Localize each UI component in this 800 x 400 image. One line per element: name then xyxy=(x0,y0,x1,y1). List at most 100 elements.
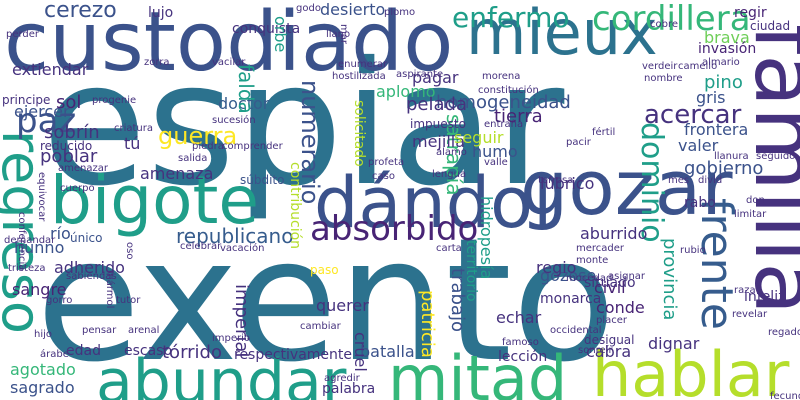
cloud-word: asignar xyxy=(608,271,646,282)
cloud-word: sobrín xyxy=(44,122,100,143)
cloud-word: tú xyxy=(124,134,141,153)
cloud-word: perder xyxy=(6,29,40,40)
cloud-word: don xyxy=(746,195,765,206)
cloud-word: verdeir xyxy=(642,61,678,72)
cloud-word: paso xyxy=(310,263,339,277)
cloud-word: reducido xyxy=(40,139,93,153)
cloud-word: piedra xyxy=(192,141,224,152)
cloud-word: respectivamente xyxy=(234,347,353,363)
cloud-word: río xyxy=(50,224,71,243)
cloud-word: placer xyxy=(596,315,628,326)
cloud-word: pagar xyxy=(412,68,459,87)
cloud-word: cerezo xyxy=(44,0,117,23)
cloud-word: terrosa xyxy=(538,175,574,186)
cloud-word: cambiar xyxy=(300,321,341,332)
cloud-word: conde xyxy=(596,298,645,317)
cloud-word: zorra xyxy=(144,57,170,68)
cloud-word: ejercer xyxy=(14,102,70,121)
cloud-word: sol xyxy=(56,92,82,113)
cloud-word: republicano xyxy=(176,224,294,248)
cloud-word: palabra xyxy=(322,381,376,397)
cloud-word: hidropesía xyxy=(477,196,496,280)
cloud-word: contribución xyxy=(287,162,303,250)
cloud-word: rabo xyxy=(684,195,716,211)
cloud-word: sangre xyxy=(12,280,67,299)
cloud-word: occidental xyxy=(550,325,602,336)
cloud-word: conquista xyxy=(232,21,301,37)
cloud-word: exento xyxy=(36,202,616,400)
cloud-word: seguido xyxy=(756,151,796,162)
cloud-word: dignar xyxy=(648,334,700,353)
cloud-word: falda xyxy=(234,64,258,114)
cloud-word: tristeza xyxy=(8,263,46,274)
cloud-word: principe xyxy=(2,93,51,107)
cloud-word: único xyxy=(70,231,103,245)
cloud-word: limitar xyxy=(734,209,767,220)
cloud-word: edad xyxy=(66,343,101,359)
cloud-word: imperio xyxy=(212,333,251,344)
cloud-word: morena xyxy=(482,71,521,82)
cloud-word: guerra xyxy=(158,122,238,150)
cloud-word: mejilla xyxy=(412,132,466,151)
cloud-word: cruel xyxy=(351,332,370,372)
cloud-word: poblar xyxy=(40,146,98,167)
cloud-word: mes xyxy=(668,175,690,186)
cloud-word: fecunda xyxy=(770,391,800,400)
cloud-word: enfermo xyxy=(452,1,570,34)
cloud-word: gobierno xyxy=(684,158,764,179)
cloud-word: celebrar xyxy=(180,241,222,252)
cloud-word: pino xyxy=(704,72,743,93)
cloud-word: mieux xyxy=(466,0,658,69)
cloud-word: almario xyxy=(702,57,740,68)
cloud-word: progenie xyxy=(92,95,137,106)
cloud-word: lúbrico xyxy=(540,174,595,193)
cloud-word: fértil xyxy=(592,127,616,138)
cloud-word: amenazar xyxy=(58,163,108,174)
cloud-word: orbe xyxy=(271,16,290,53)
cloud-word: paz xyxy=(16,101,77,141)
cloud-word: aspirante xyxy=(396,69,444,80)
cloud-word: pelada xyxy=(406,94,467,115)
cloud-word: regir xyxy=(734,5,767,21)
cloud-word: echar xyxy=(496,308,542,327)
cloud-word: adherido xyxy=(54,258,125,277)
cloud-word: cobre xyxy=(650,19,679,30)
cloud-word: ciudad xyxy=(750,19,791,33)
cloud-word: gris xyxy=(696,88,726,107)
cloud-word: profeta xyxy=(368,157,405,168)
cloud-word: desierto xyxy=(320,0,386,19)
cloud-word: gozoso xyxy=(540,266,597,285)
cloud-word: rubio xyxy=(680,245,706,256)
cloud-word: situado xyxy=(584,275,636,291)
cloud-word: monte xyxy=(576,255,609,266)
cloud-word: constitución xyxy=(478,85,539,96)
cloud-word: oso xyxy=(124,242,135,260)
cloud-word: aplomo xyxy=(376,82,436,101)
cloud-word: pensar xyxy=(82,325,117,336)
cloud-word: vacación xyxy=(220,243,265,254)
cloud-word: invasión xyxy=(698,41,757,57)
cloud-word: criatura xyxy=(114,123,154,134)
cloud-word: valer xyxy=(678,136,719,155)
cloud-word: absorbido xyxy=(310,209,479,249)
cloud-word: valle xyxy=(484,157,508,168)
cloud-word: hijo xyxy=(34,329,53,340)
cloud-word: patricia xyxy=(417,290,438,358)
cloud-word: árabe xyxy=(40,349,69,360)
cloud-word: vacilar xyxy=(212,57,246,68)
cloud-word: desigual xyxy=(584,333,635,347)
cloud-word: agredir xyxy=(324,373,360,384)
cloud-word: gorro xyxy=(46,295,73,306)
cloud-word: hostilizada xyxy=(332,71,386,82)
cloud-word: pacir xyxy=(566,137,591,148)
cloud-word: caso xyxy=(372,171,395,182)
cloud-word: frontera xyxy=(684,120,749,139)
cloud-word: carta xyxy=(436,243,462,254)
cloud-word: doctor xyxy=(218,94,270,113)
cloud-word: acercar xyxy=(644,100,742,130)
cloud-word: abundar xyxy=(96,347,347,400)
cloud-word: impuesto xyxy=(410,117,466,131)
cloud-word: homogeneidad xyxy=(436,92,571,113)
cloud-word: arenal xyxy=(128,325,160,336)
